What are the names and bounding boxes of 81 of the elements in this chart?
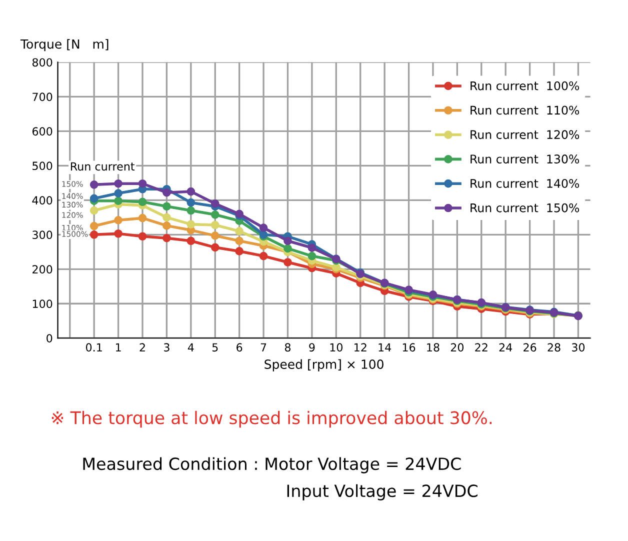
text: Measured Condition : Motor Voltage = 24VDC — [83, 457, 461, 474]
point — [162, 213, 171, 222]
point — [186, 220, 196, 228]
y-tick-label: 700 — [32, 92, 52, 102]
x-tick-label: 14 — [378, 343, 392, 352]
point — [186, 187, 196, 196]
y-tick-label: 200 — [32, 265, 52, 274]
point — [90, 222, 98, 230]
x-tick-label: 3 — [164, 343, 170, 352]
point — [186, 198, 196, 207]
x-tick-label: 12 — [354, 343, 366, 352]
point — [114, 216, 122, 224]
x-tick-label: 4 — [188, 343, 194, 352]
x-tick-label: 1 — [116, 343, 121, 352]
x-tick-label: 24 — [499, 343, 512, 352]
y-tick-label: 100 — [32, 300, 52, 308]
x-tick-label: 16 — [402, 343, 416, 352]
point — [210, 220, 220, 230]
point — [114, 196, 122, 206]
point — [90, 230, 98, 239]
x-tick-label: 8 — [284, 343, 291, 352]
legend-label: Run current 140% — [470, 178, 580, 188]
x-tick-label: 26 — [524, 343, 536, 352]
legend-label: Run current 130% — [470, 154, 580, 164]
y-tick-label: 0 — [46, 334, 52, 343]
y-tick-label: 500 — [32, 162, 52, 170]
point — [138, 179, 147, 188]
point — [308, 244, 316, 252]
x-tick-label: 5 — [212, 343, 218, 352]
point — [90, 194, 98, 203]
point — [138, 232, 147, 241]
x-tick-label: 30 — [572, 343, 585, 352]
x-tick-label: 0.1 — [86, 343, 102, 352]
point — [235, 247, 244, 256]
point — [210, 243, 220, 252]
point — [186, 236, 196, 246]
point — [138, 198, 147, 206]
point — [284, 258, 292, 266]
y-tick-label: 600 — [32, 127, 52, 136]
x-tick-label: 9 — [309, 343, 315, 352]
annotation: Run current — [70, 162, 135, 171]
y-axis-title: Torque [N m] — [20, 39, 108, 52]
legend-label: Run current 110% — [470, 106, 580, 115]
x-axis-title: Speed [rpm] × 100 — [264, 359, 384, 372]
point — [259, 252, 268, 260]
point — [162, 188, 171, 197]
point — [235, 227, 244, 236]
x-tick-label: 28 — [548, 343, 560, 352]
point — [186, 206, 196, 215]
point — [162, 222, 171, 230]
point — [162, 234, 171, 242]
text: Input Voltage = 24VDC — [287, 484, 478, 500]
point — [138, 214, 147, 222]
y-tick-label: 400 — [32, 196, 52, 205]
x-tick-label: 22 — [475, 343, 488, 352]
point — [284, 236, 292, 246]
x-tick-label: 20 — [450, 343, 464, 352]
y-tick-label: 300 — [32, 230, 52, 240]
x-tick-label: 10 — [330, 343, 342, 352]
x-tick-label: 18 — [427, 343, 440, 352]
point — [210, 232, 220, 240]
point — [90, 206, 98, 215]
y-tick-label: 800 — [32, 58, 52, 67]
text: ※ The torque at low speed is improved about 30%. — [52, 410, 492, 428]
point — [114, 179, 122, 188]
x-tick-label: 6 — [236, 343, 242, 352]
x-tick-label: 7 — [260, 343, 266, 352]
point — [210, 199, 220, 208]
point — [284, 244, 292, 253]
x-tick-label: 2 — [140, 343, 145, 352]
point — [210, 210, 220, 219]
legend-label: Run current 150% — [470, 203, 580, 212]
point — [90, 180, 98, 189]
legend-label: Run current 120% — [470, 130, 580, 140]
point — [114, 189, 122, 198]
point — [235, 236, 244, 246]
point — [259, 224, 268, 232]
point — [114, 229, 122, 238]
legend-label: Run current 100% — [470, 81, 580, 90]
point — [308, 252, 316, 260]
point — [162, 202, 171, 211]
